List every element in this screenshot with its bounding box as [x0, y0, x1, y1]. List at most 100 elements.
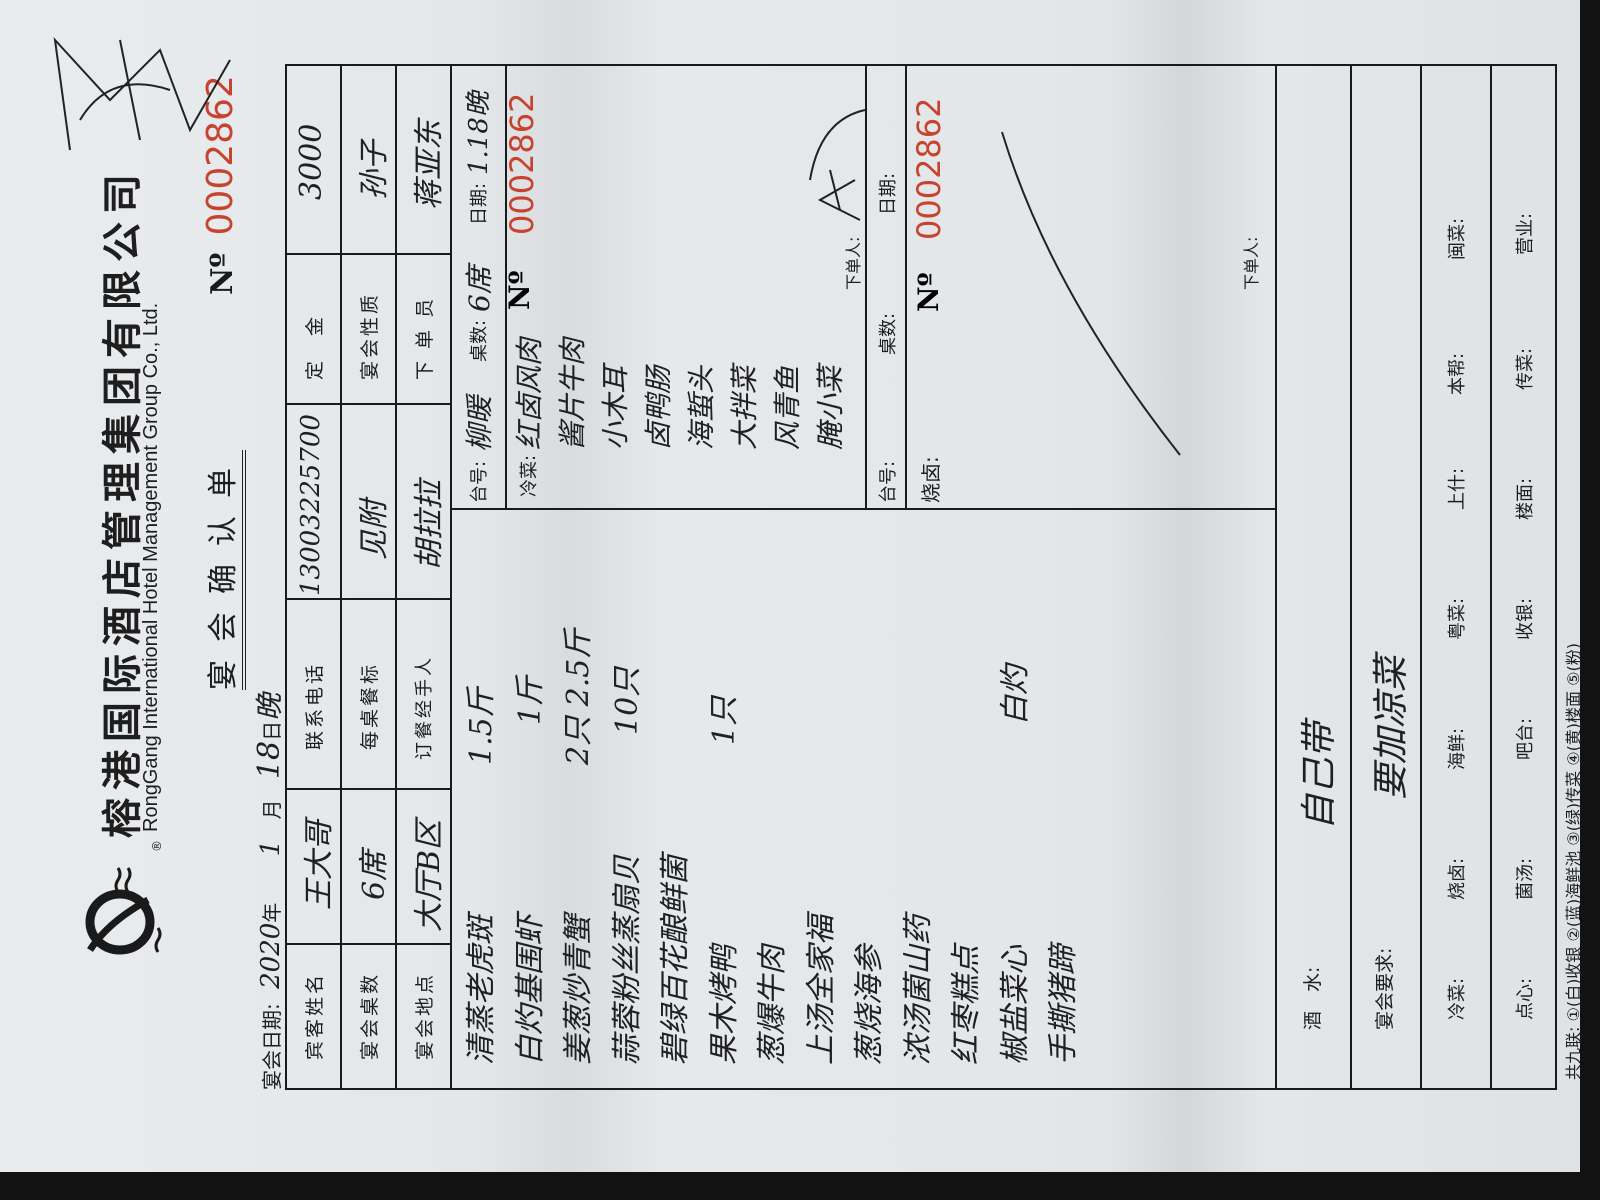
- slip1-no-label: Nº: [503, 270, 536, 310]
- menu-item: 红枣糕点: [949, 945, 984, 1065]
- handler-label: 订餐经手人: [414, 655, 435, 760]
- dept-bar: 吧台:: [1515, 717, 1536, 760]
- cold-dish-item: 酱片牛肉: [556, 337, 589, 450]
- cold-dish-item: 卤鸭肠: [642, 365, 675, 450]
- table-col-divider: [285, 788, 450, 790]
- table-border-bottom: [1555, 64, 1557, 1090]
- date-label: 宴会日期:: [260, 1003, 284, 1090]
- slip2-header-divider: [905, 64, 907, 510]
- dept-mushroom-soup: 菌汤:: [1515, 857, 1536, 900]
- void-diagonal-line: [1001, 131, 1181, 456]
- cold-dish-item: 风青鱼: [771, 365, 804, 450]
- standard-label: 每桌餐标: [359, 661, 381, 750]
- signature-scribble: [53, 36, 231, 151]
- table-col-divider: [285, 253, 450, 255]
- date-year: 2020: [256, 922, 286, 989]
- table-row-divider: [340, 64, 342, 1090]
- cold-dish-item: 腌小菜: [814, 365, 847, 450]
- dept-cantonese: 粤菜:: [1447, 597, 1468, 640]
- dept-serving: 传菜:: [1515, 347, 1536, 390]
- dept-cold: 冷菜:: [1447, 977, 1468, 1020]
- table-col-divider: [285, 403, 450, 405]
- dept-roast: 烧卤:: [1447, 857, 1468, 900]
- phone-value: 13003225700: [296, 414, 326, 596]
- cold-dish-item: 红卤风肉: [513, 337, 546, 450]
- requirements-label: 宴会要求:: [1374, 947, 1396, 1030]
- slip1-date: 1.18晚: [464, 91, 494, 175]
- requirements-value: 要加凉菜: [1371, 655, 1412, 800]
- year-unit: 年: [260, 902, 284, 923]
- slip2-count-label: 桌数:: [878, 312, 899, 355]
- menu-item: 蒜蓉粉丝蒸扇贝10只: [609, 666, 645, 1065]
- dept-seafood: 海鲜:: [1447, 727, 1468, 770]
- copies-footer: 共九联: ①(白)收银 ②(蓝)海鲜池 ③(绿)传菜 ④(黄)楼面 ⑤(粉): [1564, 643, 1583, 1080]
- menu-item: 椒盐菜心白灼: [997, 665, 1033, 1065]
- day-unit: 日: [260, 720, 284, 741]
- menu-item: 果木烤鸭1只: [706, 695, 742, 1065]
- standard-value: 见附: [357, 500, 392, 560]
- banquet-date-line: 宴会日期: 2020年 1 月 18日晚: [248, 693, 288, 1090]
- slip2-no-label: Nº: [912, 272, 945, 312]
- table-row-divider: [1275, 64, 1277, 1090]
- cold-dish-list: 红卤风肉 酱片牛肉 小木耳 卤鸭肠 海蜇头 大拌菜 风青鱼 腌小菜: [508, 338, 852, 450]
- venue-label: 宴会地点: [414, 971, 436, 1060]
- date-meal: 晚: [253, 692, 286, 721]
- slip1-serial: 0002862: [503, 92, 541, 235]
- dept-local: 本帮:: [1447, 352, 1468, 395]
- menu-item: 碧绿百花酿鲜菌: [658, 855, 693, 1065]
- nature-value: 孙子: [357, 140, 392, 200]
- table-border-left: [285, 1088, 1557, 1090]
- slip1-date-label: 日期:: [469, 182, 490, 225]
- menu-item: 葱爆牛肉: [755, 945, 790, 1065]
- slip1-count: 6席: [463, 266, 496, 312]
- dept-floor: 楼面:: [1515, 477, 1536, 520]
- dept-misc: 上什:: [1447, 467, 1468, 510]
- table-border-top: [285, 64, 287, 1090]
- menu-item: 浓汤菌山药: [900, 915, 936, 1065]
- table-col-divider: [285, 943, 450, 945]
- deposit-value: 3000: [294, 123, 329, 200]
- form-title: 宴会确认单: [198, 450, 246, 690]
- guest-name-value: 王大哥: [302, 820, 337, 910]
- date-month: 1: [256, 839, 286, 857]
- table-row-divider: [1420, 64, 1422, 1090]
- cold-dish-item: 海蜇头: [685, 365, 718, 450]
- table-row-divider: [1490, 64, 1492, 1090]
- orderer-signature-scribble: [809, 109, 866, 221]
- tables-value: 6席: [357, 850, 392, 900]
- table-row-divider: [1350, 64, 1352, 1090]
- dept-business: 营业:: [1515, 212, 1536, 255]
- cold-dish-item: 小木耳: [599, 365, 632, 450]
- company-logo-icon: [85, 867, 162, 955]
- table-row-divider: [450, 64, 452, 1090]
- menu-item: 手撕猪蹄: [1046, 945, 1081, 1065]
- menu-item: 清蒸老虎斑1.5斤: [464, 687, 499, 1065]
- month-unit: 月: [260, 799, 284, 820]
- slip1-table-no: 柳暖: [463, 395, 496, 452]
- clerk-label: 下 单 员: [414, 295, 436, 380]
- deposit-label: 定 金: [304, 313, 326, 380]
- menu-item: 葱烧海参: [852, 945, 887, 1065]
- date-day: 18: [252, 740, 287, 780]
- drinks-value: 自己带: [1299, 721, 1340, 830]
- tables-label: 宴会桌数: [359, 971, 381, 1060]
- menu-item: 白灼基围虾1斤: [512, 675, 548, 1065]
- guest-name-label: 宾客姓名: [304, 971, 326, 1060]
- table-border-right: [285, 64, 1557, 66]
- slip1-table-no-label: 台号:: [469, 460, 490, 503]
- slip2-date-label: 日期:: [878, 172, 899, 215]
- menu-slip-divider: [450, 508, 1275, 510]
- table-row-divider: [395, 64, 397, 1090]
- slip1-section-label: 冷菜:: [519, 454, 540, 497]
- dept-dim-sum: 点心:: [1515, 977, 1536, 1020]
- dept-cashier: 收银:: [1515, 597, 1536, 640]
- menu-item: 上汤全家福: [803, 915, 839, 1065]
- slip2-table-no-label: 台号:: [878, 460, 899, 503]
- slip2-serial: 0002862: [910, 97, 948, 240]
- table-col-divider: [285, 598, 450, 600]
- registered-mark: ®: [150, 840, 164, 852]
- cold-dish-item: 大拌菜: [728, 365, 761, 450]
- dept-fujian: 闽菜:: [1447, 217, 1468, 260]
- slip1-count-label: 桌数:: [469, 319, 490, 362]
